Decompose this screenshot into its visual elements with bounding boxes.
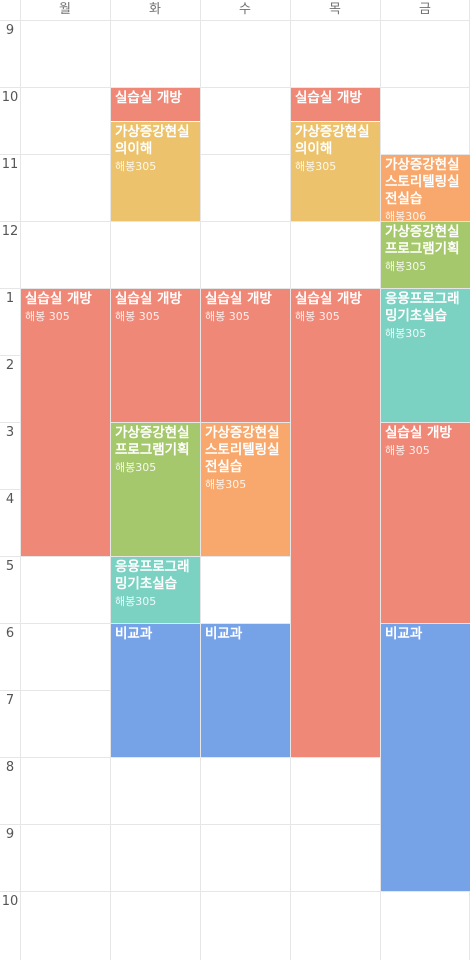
hour-label-9: 6	[5, 626, 15, 641]
hour-divider	[0, 422, 470, 423]
event-block[interactable]: 실습실 개방	[291, 88, 380, 121]
event-title: 실습실 개방	[115, 291, 182, 307]
event-location: 해봉 305	[205, 310, 250, 323]
day-header-4: 금	[419, 2, 431, 17]
hour-label-3: 12	[1, 224, 19, 239]
event-block[interactable]: 비교과	[201, 624, 290, 757]
event-location: 해봉305	[385, 327, 427, 340]
event-title: 가상증강현실프로그램기획	[385, 224, 460, 257]
day-header-3: 목	[329, 2, 341, 17]
event-title: 가상증강현실의이해	[115, 123, 190, 157]
event-location: 해봉305	[115, 595, 157, 608]
hour-label-6: 3	[5, 425, 15, 440]
day-header-0: 월	[59, 2, 71, 17]
event-location: 해봉 305	[25, 310, 70, 323]
hour-label-5: 2	[5, 358, 15, 373]
hour-label-2: 11	[1, 157, 19, 172]
column-divider	[20, 0, 21, 960]
event-location: 해봉305	[295, 159, 337, 173]
event-location: 해봉305	[385, 260, 427, 273]
hour-label-12: 9	[5, 827, 15, 842]
column-divider	[290, 0, 291, 960]
event-block[interactable]: 비교과	[111, 624, 200, 757]
event-title: 응용프로그래밍기초실습	[385, 291, 460, 324]
hour-divider	[0, 288, 470, 289]
event-title: 응용프로그래밍기초실습	[115, 559, 190, 592]
column-divider	[110, 0, 111, 960]
event-location: 해봉305	[115, 461, 157, 474]
event-location: 해봉305	[205, 478, 247, 491]
event-title: 비교과	[385, 626, 423, 642]
event-title: 가상증강현실스토리텔링실전실습	[205, 425, 280, 475]
hour-label-7: 4	[5, 492, 15, 507]
event-title: 가상증강현실프로그램기획	[115, 425, 190, 458]
event-title: 실습실 개방	[295, 90, 362, 106]
hour-label-0: 9	[5, 23, 15, 38]
hour-divider	[0, 891, 470, 892]
column-divider	[380, 0, 381, 960]
event-title: 실습실 개방	[115, 90, 182, 106]
hour-divider	[0, 824, 470, 825]
event-block[interactable]: 실습실 개방	[111, 88, 200, 121]
hour-label-10: 7	[5, 693, 15, 708]
event-title: 실습실 개방	[25, 291, 92, 307]
hour-divider	[0, 221, 470, 222]
hour-label-8: 5	[5, 559, 15, 574]
day-header-1: 화	[149, 2, 161, 17]
day-header-2: 수	[239, 2, 251, 17]
event-block[interactable]: 비교과	[381, 624, 470, 891]
column-divider	[200, 0, 201, 960]
event-title: 비교과	[115, 626, 153, 642]
hour-label-11: 8	[5, 760, 15, 775]
event-title: 가상증강현실스토리텔링실전실습	[385, 157, 460, 207]
hour-divider	[0, 623, 470, 624]
event-title: 비교과	[205, 626, 243, 642]
event-location: 해봉 305	[115, 310, 160, 323]
hour-label-1: 10	[1, 90, 19, 105]
event-location: 해봉 305	[295, 310, 340, 323]
hour-divider	[0, 154, 470, 155]
event-title: 실습실 개방	[205, 291, 272, 307]
hour-label-4: 1	[5, 291, 15, 306]
event-title: 실습실 개방	[295, 291, 362, 307]
event-location: 해봉 305	[385, 444, 430, 457]
hour-divider	[0, 757, 470, 758]
hour-divider	[0, 87, 470, 88]
event-title: 실습실 개방	[385, 425, 452, 441]
hour-label-13: 10	[1, 894, 19, 909]
hour-divider	[0, 20, 470, 21]
event-title: 가상증강현실의이해	[295, 123, 370, 157]
event-location: 해봉306	[385, 210, 427, 221]
event-location: 해봉305	[115, 159, 157, 173]
hour-divider	[0, 556, 470, 557]
